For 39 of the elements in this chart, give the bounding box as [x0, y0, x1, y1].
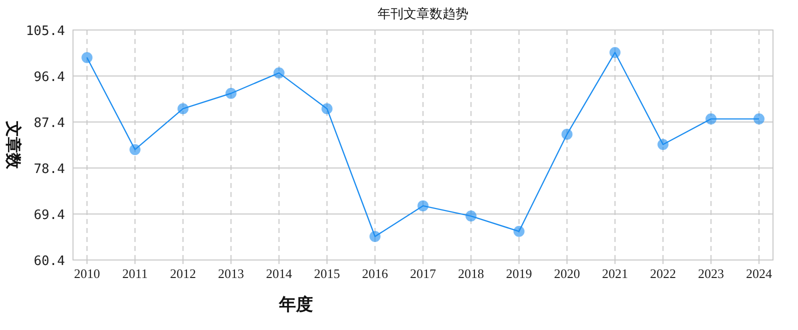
point — [514, 226, 524, 237]
x-tick-label: 2021 — [602, 266, 628, 281]
x-tick-label: 2019 — [506, 266, 532, 281]
point — [82, 52, 92, 64]
x-tick-label: 2013 — [218, 266, 244, 281]
y-tick-label: 78.4 — [34, 162, 66, 177]
point — [466, 210, 476, 222]
x-tick-label: 2023 — [698, 266, 724, 281]
x-tick-label: 2011 — [122, 266, 148, 281]
point — [322, 103, 332, 114]
x-tick-label: 2017 — [410, 266, 436, 281]
x-tick-label: 2012 — [170, 266, 196, 281]
chart-title: 年刊文章数趋势 — [378, 6, 468, 21]
y-tick-label: 105.4 — [26, 24, 66, 39]
point — [370, 230, 380, 242]
y-axis-title: 文章数 — [4, 120, 22, 170]
x-tick-label: 2010 — [74, 266, 100, 281]
x-tick-label: 2016 — [362, 266, 388, 281]
x-tick-label: 2020 — [554, 266, 580, 281]
point — [130, 144, 140, 156]
point — [418, 200, 428, 212]
y-tick-label: 60.4 — [34, 254, 66, 269]
point — [562, 128, 572, 140]
point — [610, 46, 620, 58]
point — [178, 103, 188, 114]
y-tick-label: 87.4 — [34, 116, 66, 131]
x-tick-label: 2018 — [458, 266, 484, 281]
x-tick-label: 2024 — [746, 266, 772, 281]
point — [754, 113, 764, 124]
x-tick-label: 2022 — [650, 266, 676, 281]
x-tick-label: 2015 — [314, 266, 340, 281]
y-tick-label: 96.4 — [34, 70, 66, 85]
point — [226, 88, 236, 99]
point — [706, 113, 716, 124]
x-tick-label: 2014 — [266, 266, 292, 281]
x-axis-title: 年度 — [278, 295, 313, 314]
point — [274, 67, 284, 78]
y-tick-label: 69.4 — [34, 208, 66, 223]
point — [658, 138, 668, 150]
